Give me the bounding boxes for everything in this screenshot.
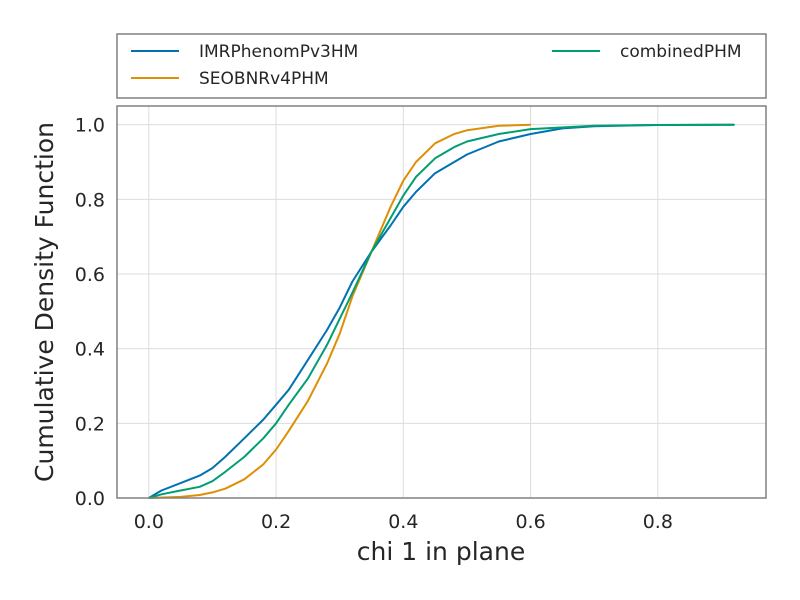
plot-area (117, 106, 766, 498)
series-line-imrphenompv3hm (148, 123, 735, 499)
data-point-imrphenompv3hm (339, 307, 341, 309)
data-point-combinedphm (307, 377, 309, 380)
legend-label-combinedphm: combinedPHM (620, 42, 742, 62)
data-point-seobnrv4phm (211, 491, 213, 493)
x-tick-label: 0.2 (261, 511, 291, 533)
data-point-imrphenompv3hm (402, 206, 404, 208)
data-point-imrphenompv3hm (211, 467, 213, 469)
data-point-combinedphm (180, 489, 182, 492)
data-point-combinedphm (593, 125, 595, 127)
x-tick-label: 0.6 (515, 511, 545, 533)
data-point-combinedphm (224, 471, 226, 473)
data-point-imrphenompv3hm (160, 489, 163, 492)
data-point-imrphenompv3hm (224, 456, 226, 458)
y-axis-label: Cumulative Density Function (30, 122, 59, 482)
data-point-seobnrv4phm (326, 363, 328, 365)
data-point-combinedphm (466, 140, 468, 143)
data-point-combinedphm (415, 176, 417, 178)
data-point-imrphenompv3hm (243, 437, 245, 439)
data-point-combinedphm (657, 124, 659, 126)
data-point-seobnrv4phm (466, 129, 468, 131)
data-point-imrphenompv3hm (351, 280, 353, 283)
data-point-combinedphm (530, 128, 532, 130)
data-point-combinedphm (498, 133, 500, 135)
data-point-seobnrv4phm (351, 295, 353, 297)
data-point-imrphenompv3hm (498, 140, 500, 143)
data-point-imrphenompv3hm (434, 172, 436, 174)
series-lines (148, 123, 735, 499)
legend: IMRPhenomPv3HM SEOBNRv4PHM combinedPHM (116, 33, 767, 99)
data-point-combinedphm (160, 493, 163, 495)
data-point-seobnrv4phm (243, 478, 245, 480)
data-point-seobnrv4phm (453, 133, 455, 135)
data-point-seobnrv4phm (262, 463, 264, 465)
data-point-combinedphm (402, 195, 404, 197)
data-point-combinedphm (326, 344, 328, 346)
data-point-imrphenompv3hm (262, 419, 264, 421)
data-point-imrphenompv3hm (390, 224, 392, 227)
data-point-seobnrv4phm (288, 430, 290, 432)
data-point-imrphenompv3hm (180, 482, 182, 484)
y-tick-label: 0.6 (75, 264, 105, 286)
data-point-combinedphm (351, 292, 353, 294)
data-point-combinedphm (243, 456, 245, 458)
data-point-seobnrv4phm (498, 125, 500, 127)
data-point-seobnrv4phm (199, 494, 201, 496)
data-point-imrphenompv3hm (288, 389, 290, 391)
x-tick-label: 0.4 (388, 511, 418, 533)
data-point-combinedphm (262, 437, 264, 439)
series-line-combinedphm (148, 123, 735, 499)
y-tick-label: 0.2 (75, 413, 105, 435)
data-point-seobnrv4phm (415, 161, 417, 163)
data-point-imrphenompv3hm (415, 191, 417, 193)
data-point-seobnrv4phm (530, 124, 532, 126)
y-tick-label: 0.0 (75, 488, 105, 510)
data-point-seobnrv4phm (390, 206, 392, 208)
data-point-seobnrv4phm (180, 496, 182, 498)
data-point-imrphenompv3hm (326, 329, 328, 331)
data-point-combinedphm (453, 146, 455, 148)
data-point-imrphenompv3hm (530, 133, 532, 135)
x-axis-label: chi 1 in plane (357, 537, 525, 566)
data-point-imrphenompv3hm (307, 359, 309, 361)
data-point-imrphenompv3hm (466, 153, 468, 156)
legend-frame (116, 33, 767, 99)
data-point-combinedphm (339, 318, 341, 320)
y-tick-label: 0.4 (75, 339, 105, 361)
data-point-seobnrv4phm (224, 488, 226, 490)
data-point-combinedphm (390, 217, 392, 219)
data-point-combinedphm (211, 480, 213, 482)
data-point-imrphenompv3hm (199, 475, 201, 477)
y-tick-label: 0.8 (75, 189, 105, 211)
legend-label-imrphenompv3hm: IMRPhenomPv3HM (199, 42, 358, 62)
data-point-combinedphm (733, 124, 735, 126)
x-tick-label: 0.0 (134, 511, 164, 533)
data-point-imrphenompv3hm (275, 404, 277, 406)
x-tick-label: 0.8 (643, 511, 673, 533)
data-point-seobnrv4phm (339, 333, 341, 335)
data-point-seobnrv4phm (307, 400, 309, 402)
data-point-combinedphm (434, 157, 436, 159)
series-line-seobnrv4phm (148, 123, 531, 499)
y-tick-label: 1.0 (75, 115, 105, 137)
x-tick-labels: 0.0 0.2 0.4 0.6 0.8 (134, 511, 673, 533)
data-point-combinedphm (199, 486, 201, 488)
y-tick-labels: 0.0 0.2 0.4 0.6 0.8 1.0 (75, 115, 105, 510)
data-point-combinedphm (275, 422, 277, 424)
data-point-combinedphm (288, 404, 290, 406)
data-point-seobnrv4phm (402, 180, 404, 182)
data-point-combinedphm (370, 251, 373, 253)
data-point-seobnrv4phm (434, 142, 436, 144)
legend-label-seobnrv4phm: SEOBNRv4PHM (199, 69, 329, 89)
data-point-seobnrv4phm (275, 448, 277, 451)
plot-frame (116, 105, 767, 499)
